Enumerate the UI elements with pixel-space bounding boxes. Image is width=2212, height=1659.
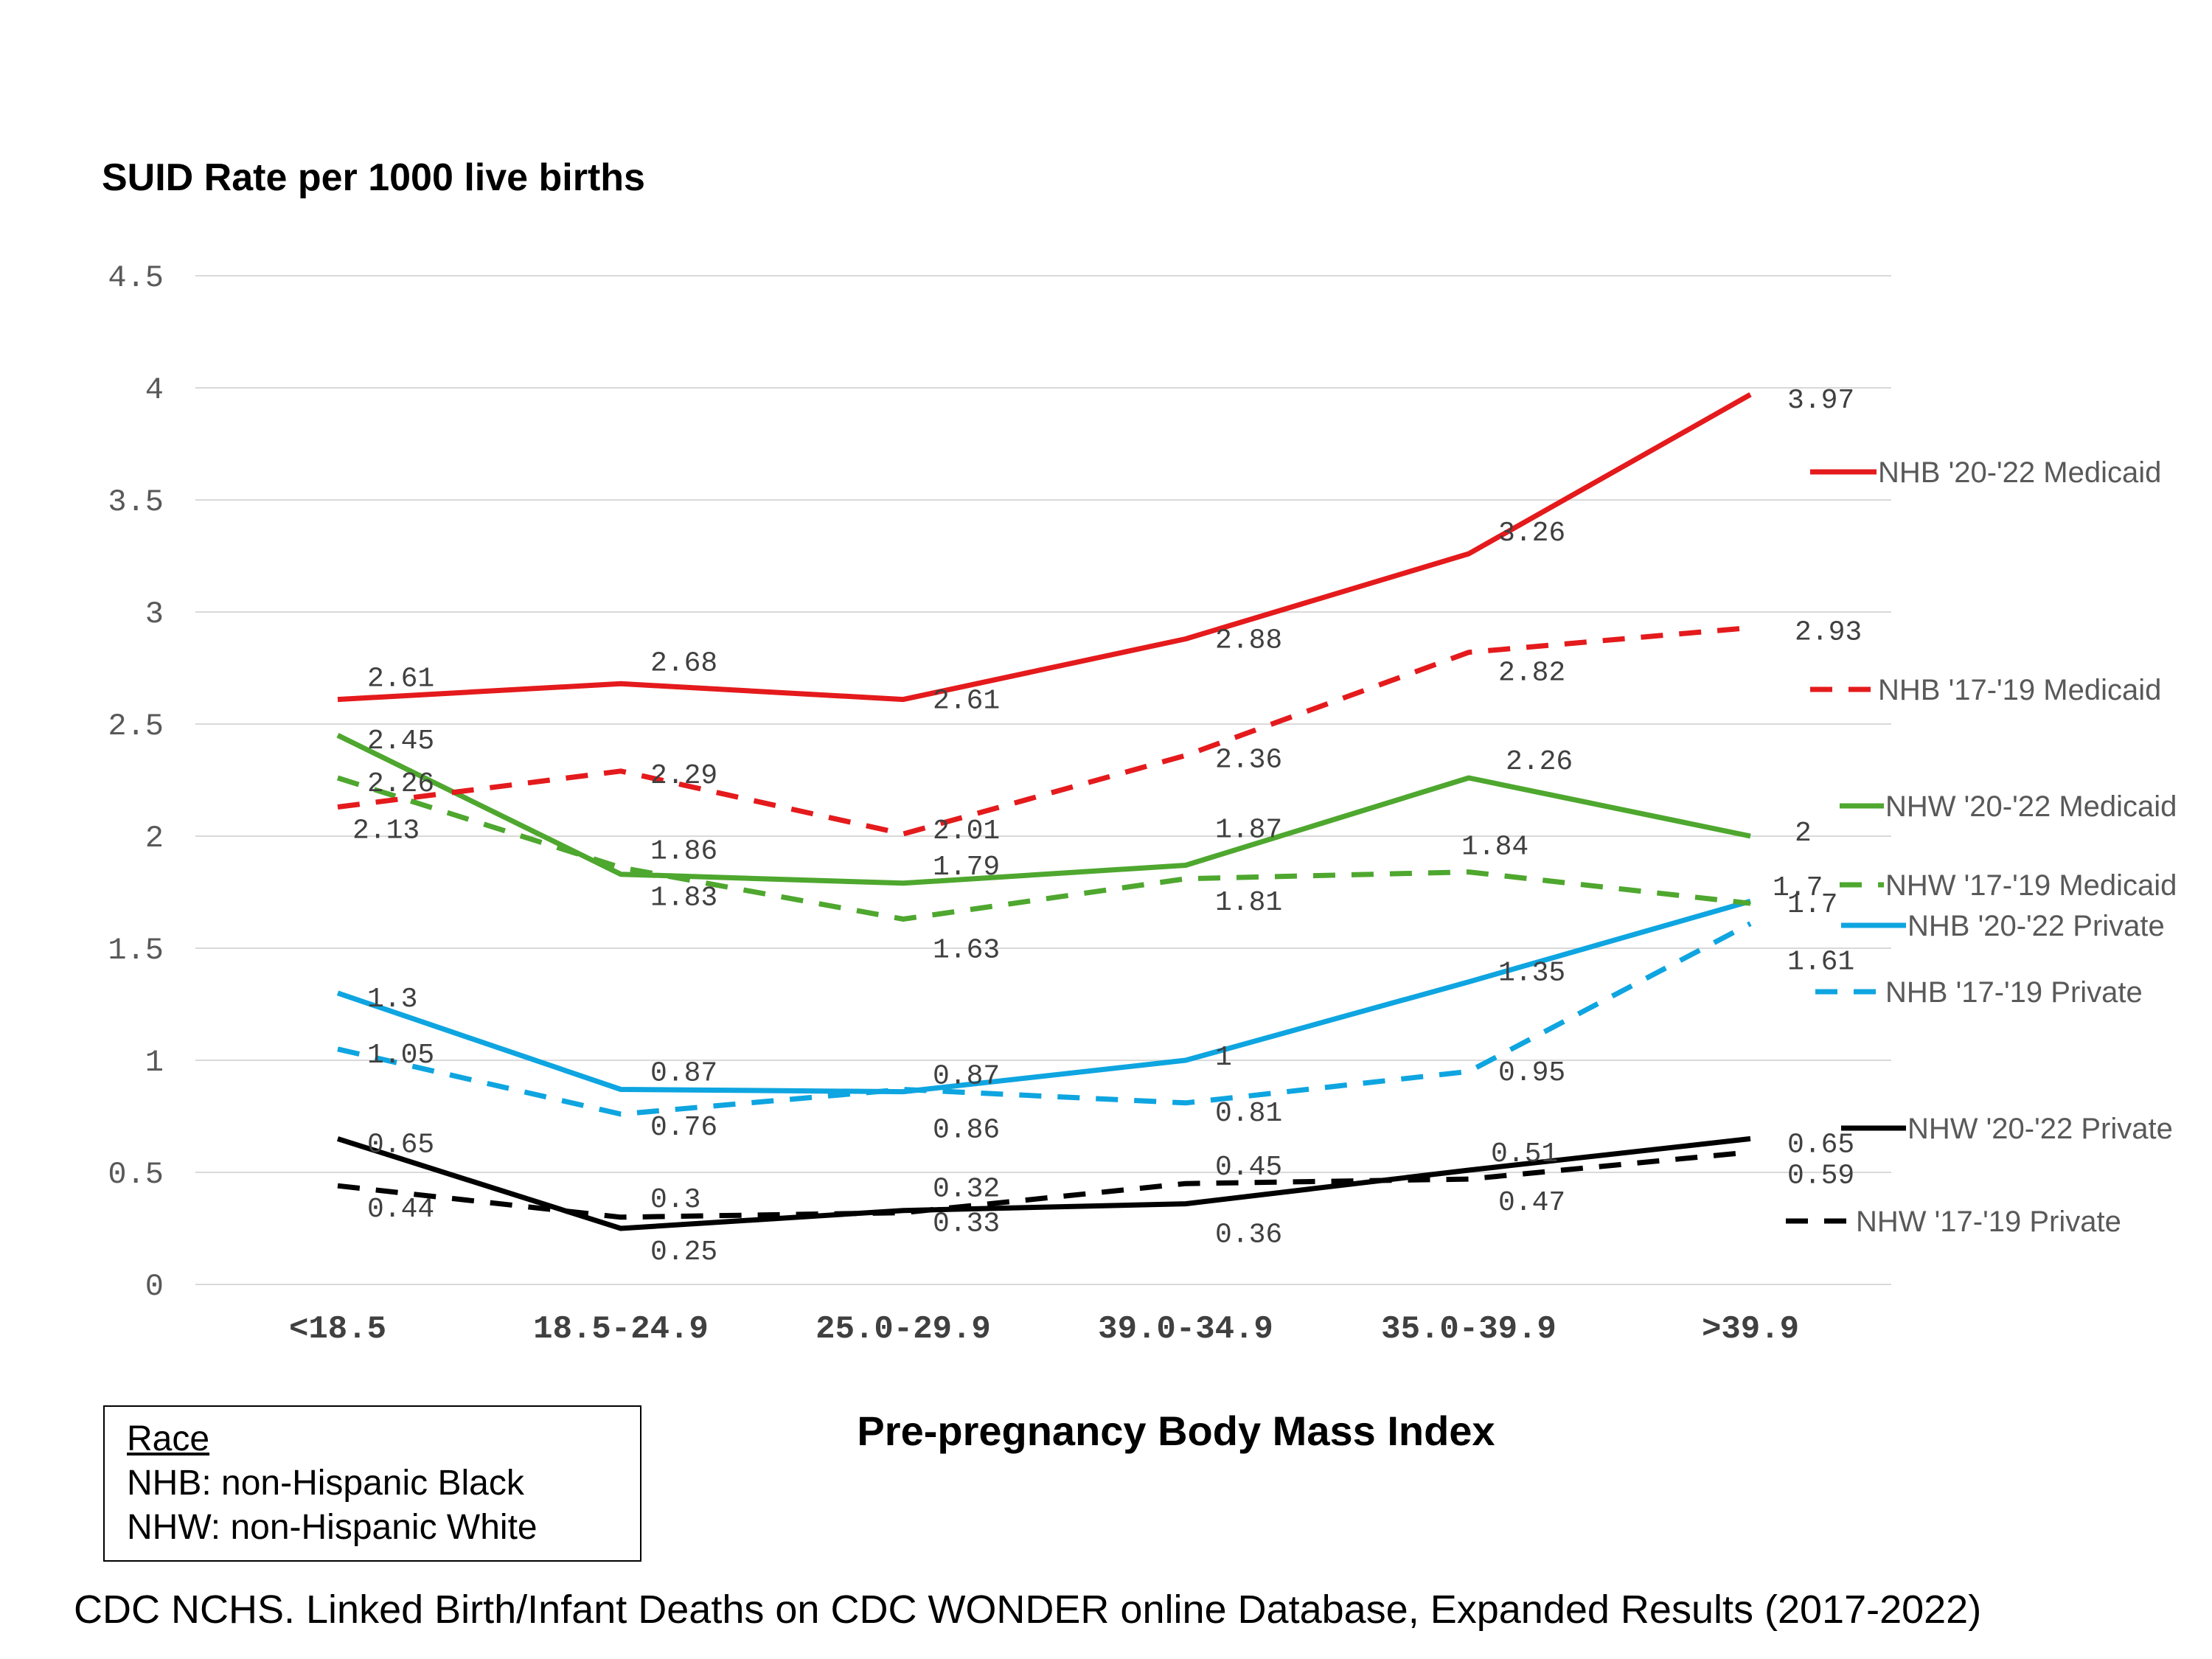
series-line-nhb-20-22-private <box>336 898 1751 1095</box>
series-line-nhw-17-19-medicaid <box>336 775 1751 922</box>
series-line-nhb-20-22-medicaid <box>337 392 1752 703</box>
data-label: 0.65 <box>1787 1129 1854 1161</box>
data-label: 1.05 <box>367 1040 434 1071</box>
race-note-line-nhw: NHW: non-Hispanic White <box>127 1508 538 1547</box>
data-label: 0.45 <box>1215 1152 1282 1183</box>
x-axis-title: Pre-pregnancy Body Mass Index <box>857 1408 1495 1454</box>
data-label: 2.29 <box>650 760 717 792</box>
legend-label-nhb-17-19-private: NHB '17-'19 Private <box>1885 976 2143 1009</box>
data-label: 2.61 <box>933 686 1000 717</box>
y-tick-label: 1.5 <box>108 933 164 968</box>
data-label: 1.79 <box>933 852 1000 883</box>
x-tick-label: >39.9 <box>1702 1311 1799 1348</box>
x-tick-label: 25.0-29.9 <box>815 1311 991 1348</box>
data-label: 2.93 <box>1795 616 1862 648</box>
legend-label-nhw-20-22-medicaid: NHW '20-'22 Medicaid <box>1885 790 2177 823</box>
grid-lines <box>195 275 1891 1285</box>
data-label: 0.59 <box>1787 1161 1854 1192</box>
y-tick-label: 4 <box>145 372 164 408</box>
y-tick-label: 1 <box>145 1045 164 1080</box>
data-label: 1.61 <box>1787 947 1854 978</box>
data-label: 2.13 <box>352 815 420 846</box>
y-tick-label: 2 <box>145 821 164 856</box>
legend: NHB '20-'22 Medicaid NHB '17-'19 Medicaid… <box>1786 456 2177 1238</box>
series-lines <box>336 392 1752 1231</box>
y-tick-label: 3.5 <box>108 484 164 520</box>
data-labels: 2.61 2.68 2.61 2.88 3.26 3.97 2.13 2.29 2.01 2.36… <box>352 385 1862 1268</box>
legend-label-nhb-20-22-private: NHB '20-'22 Private <box>1907 910 2165 942</box>
data-label: 1.35 <box>1498 958 1565 990</box>
data-label: 1.3 <box>367 984 417 1015</box>
x-tick-label: 39.0-34.9 <box>1098 1311 1273 1348</box>
data-label: 2.68 <box>650 647 717 679</box>
data-label: 1.86 <box>650 836 717 868</box>
data-label: 0.36 <box>1215 1220 1282 1251</box>
data-label: 1 <box>1215 1042 1232 1074</box>
data-label: 0.25 <box>650 1237 717 1268</box>
data-label: 2.88 <box>1215 625 1282 656</box>
x-tick-label: 35.0-39.9 <box>1381 1311 1557 1348</box>
data-label: 1.84 <box>1461 832 1528 863</box>
data-label: 0.51 <box>1491 1138 1558 1170</box>
x-tick-label: 18.5-24.9 <box>533 1311 709 1348</box>
data-label: 2.82 <box>1498 658 1565 689</box>
y-axis-title: SUID Rate per 1000 live births <box>102 156 645 199</box>
legend-label-nhb-17-19-medicaid: NHB '17-'19 Medicaid <box>1878 674 2161 706</box>
data-label: 1.7 <box>1773 872 1823 904</box>
data-label: 1.81 <box>1215 887 1282 919</box>
series-line-nhb-17-19-private <box>337 921 1752 1117</box>
data-label: 2.61 <box>367 664 434 695</box>
race-note-header: Race <box>127 1419 210 1458</box>
x-axis-ticks: <18.5 18.5-24.9 25.0-29.9 39.0-34.9 35.0-39.… <box>289 1311 1799 1348</box>
data-label: 1.7 <box>1787 889 1837 921</box>
y-tick-label: 0.5 <box>108 1157 164 1192</box>
data-label: 2.26 <box>1506 746 1573 778</box>
series-line-nhw-20-22-private <box>336 1135 1751 1231</box>
y-tick-label: 4.5 <box>108 260 164 296</box>
data-label: 0.32 <box>933 1174 1000 1206</box>
data-label: 0.65 <box>367 1129 434 1161</box>
data-label: 3.97 <box>1787 385 1854 417</box>
data-label: 1.83 <box>650 883 717 914</box>
series-line-nhb-17-19-medicaid <box>337 625 1751 837</box>
data-label: 2.01 <box>933 815 1000 847</box>
data-label: 1.87 <box>1215 815 1282 846</box>
data-label: 3.26 <box>1498 518 1565 549</box>
data-label: 0.86 <box>933 1115 1000 1147</box>
data-label: 2.36 <box>1215 745 1282 776</box>
data-label: 0.87 <box>650 1058 717 1090</box>
race-note-box: Race NHB: non-Hispanic Black NHW: non-Hi… <box>103 1405 641 1562</box>
data-label: 0.81 <box>1215 1098 1282 1130</box>
data-label: 0.3 <box>650 1184 700 1216</box>
data-label: 0.33 <box>933 1208 1000 1240</box>
source-citation: CDC NCHS. Linked Birth/Infant Deaths on … <box>74 1587 1982 1632</box>
legend-label-nhw-17-19-medicaid: NHW '17-'19 Medicaid <box>1885 869 2177 902</box>
series-line-nhw-20-22-medicaid <box>336 733 1751 886</box>
legend-label-nhw-17-19-private: NHW '17-'19 Private <box>1856 1206 2121 1238</box>
data-label: 0.44 <box>367 1194 434 1225</box>
data-label: 2.45 <box>367 726 434 757</box>
legend-label-nhw-20-22-private: NHW '20-'22 Private <box>1907 1113 2173 1145</box>
data-label: 0.47 <box>1498 1187 1565 1219</box>
y-tick-label: 0 <box>145 1269 164 1304</box>
data-label: 0.95 <box>1498 1057 1565 1089</box>
data-label: 1.63 <box>933 934 1000 966</box>
y-tick-label: 3 <box>145 597 164 632</box>
data-label: 2.26 <box>367 768 434 800</box>
y-axis-ticks: 0 0.5 1 1.5 2 2.5 3 3.5 4 4.5 <box>108 260 164 1304</box>
race-note-line-nhb: NHB: non-Hispanic Black <box>127 1464 524 1503</box>
legend-label-nhb-20-22-medicaid: NHB '20-'22 Medicaid <box>1878 456 2161 489</box>
data-label: 0.87 <box>933 1061 1000 1093</box>
x-tick-label: <18.5 <box>289 1311 386 1348</box>
data-label: 0.76 <box>650 1112 717 1144</box>
y-tick-label: 2.5 <box>108 709 164 744</box>
data-label: 2 <box>1795 818 1812 849</box>
